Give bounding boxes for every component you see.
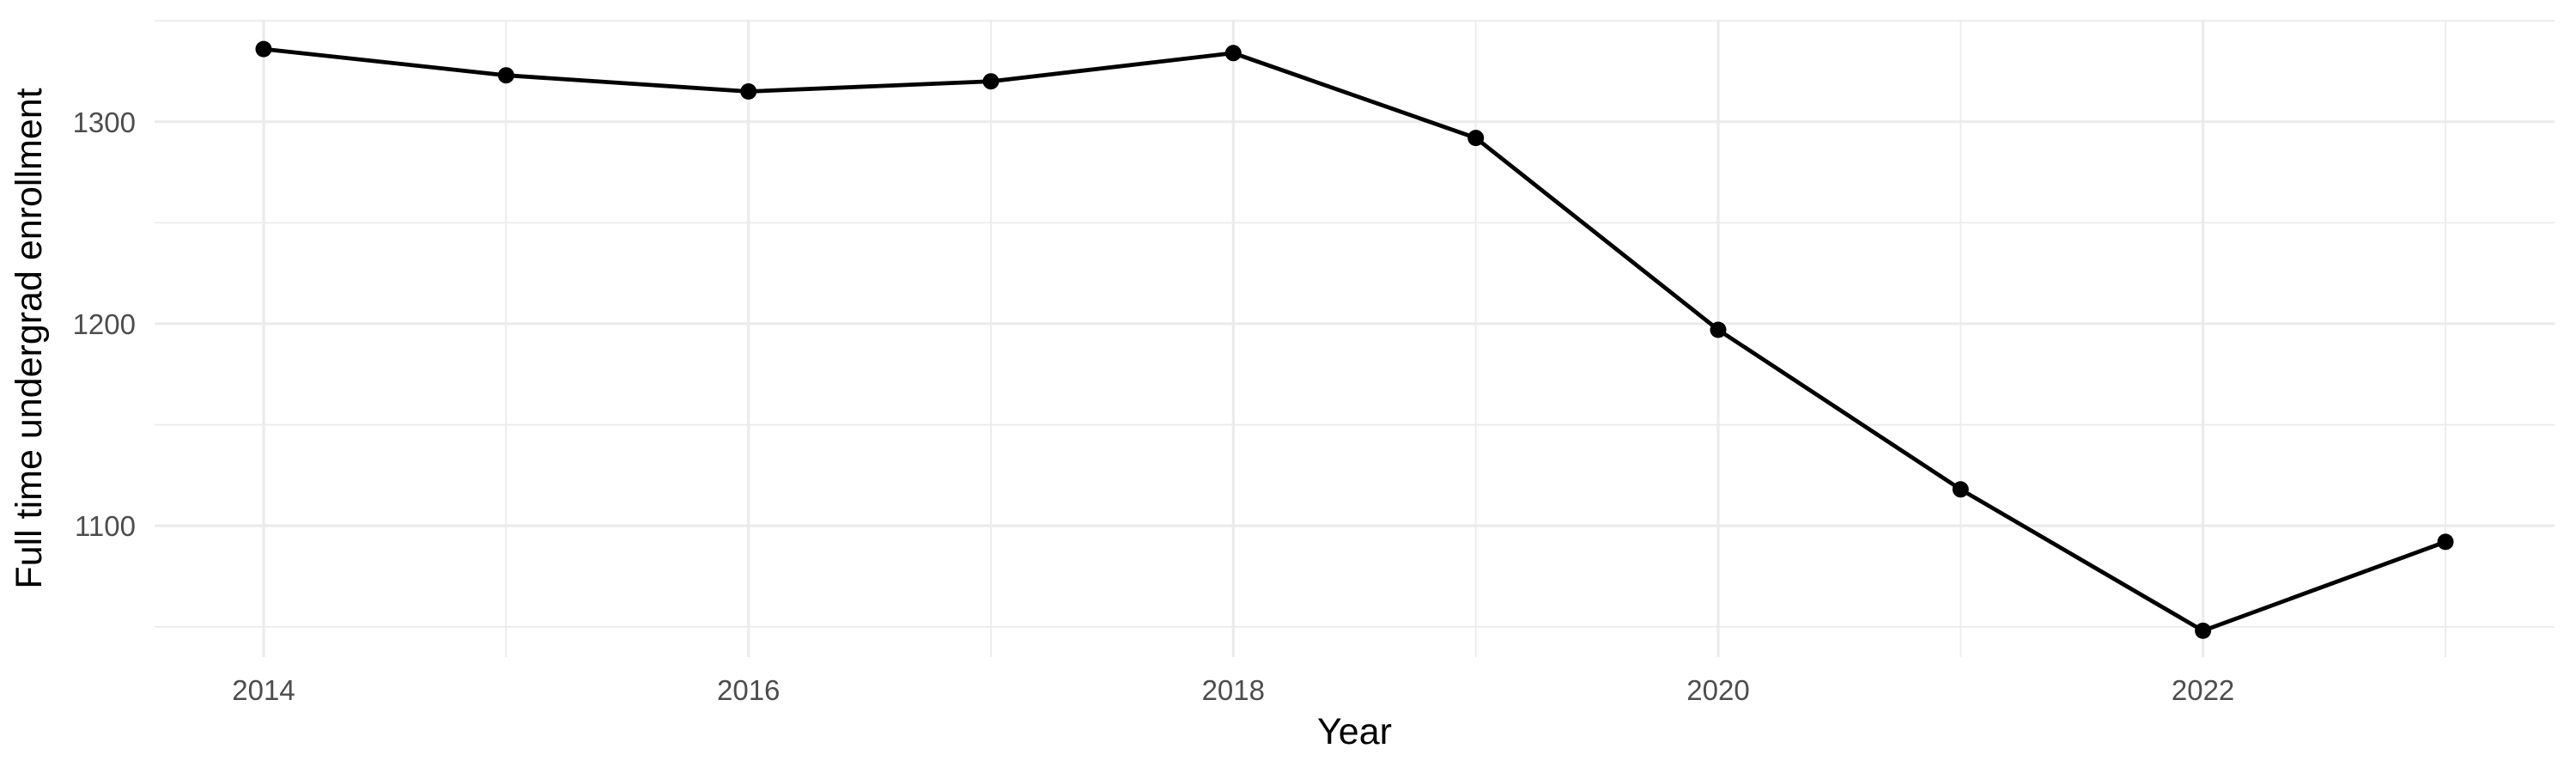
data-point-2016 xyxy=(740,83,757,100)
data-point-2017 xyxy=(982,73,999,90)
data-point-2023 xyxy=(2437,533,2454,551)
y-tick-label-1100: 1100 xyxy=(75,510,136,542)
y-axis-title: Full time undergrad enrollment xyxy=(9,88,50,588)
data-point-2020 xyxy=(1710,321,1727,338)
x-axis-title: Year xyxy=(1317,711,1392,752)
x-tick-label-2016: 2016 xyxy=(717,674,780,706)
y-tick-label-1300: 1300 xyxy=(73,107,136,138)
data-point-2018 xyxy=(1224,45,1242,62)
x-tick-label-2014: 2014 xyxy=(232,674,295,706)
y-tick-label-1200: 1200 xyxy=(73,308,136,340)
data-point-2019 xyxy=(1467,130,1485,147)
x-tick-label-2020: 2020 xyxy=(1686,674,1749,706)
data-point-2014 xyxy=(255,40,272,58)
enrollment-series-line xyxy=(263,46,2446,633)
x-tick-label-2018: 2018 xyxy=(1202,674,1265,706)
data-point-2022 xyxy=(2195,622,2212,639)
data-point-2015 xyxy=(497,67,514,84)
x-tick-label-2022: 2022 xyxy=(2172,674,2234,706)
data-point-2021 xyxy=(1952,481,1969,498)
